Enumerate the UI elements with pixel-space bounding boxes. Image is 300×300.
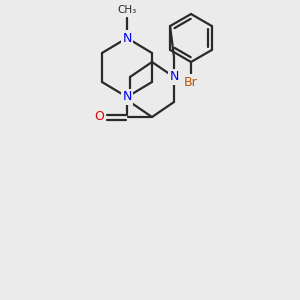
Text: Br: Br [184,76,198,88]
Text: N: N [122,32,132,44]
Text: O: O [94,110,104,124]
Text: N: N [122,91,132,103]
Text: N: N [169,70,179,83]
Text: CH₃: CH₃ [117,5,136,15]
